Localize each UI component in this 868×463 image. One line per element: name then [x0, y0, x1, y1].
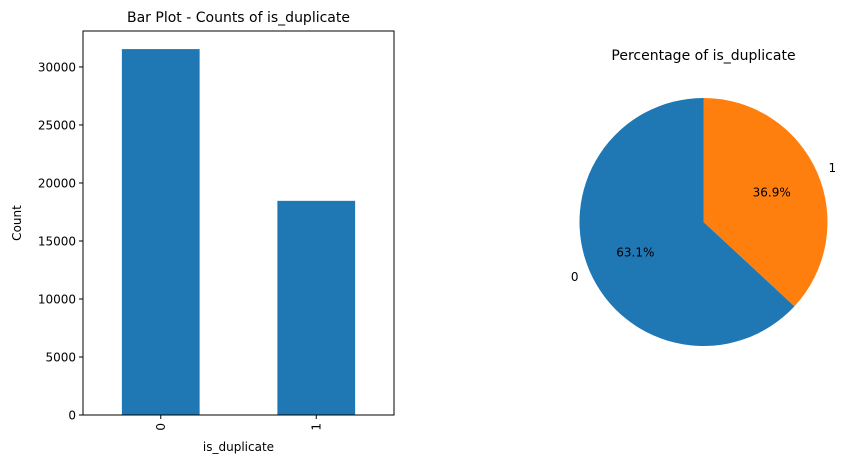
bar-x-tick-label: 0: [154, 423, 168, 431]
pie-slice-1: [703, 98, 828, 307]
pie-labels: 0 63.1% 1 36.9%: [571, 161, 836, 284]
bar-y-axis: 0 5000 10000 15000 20000 25000 30000: [38, 60, 83, 423]
bar-y-tick-label: 5000: [45, 350, 76, 364]
bar-0: [121, 49, 200, 415]
pie-percent-label: 63.1%: [616, 245, 654, 259]
bar-y-axis-label: Count: [10, 205, 24, 241]
bar-y-tick-label: 30000: [38, 60, 76, 74]
pie-chart: Percentage of is_duplicate 0 63.1% 1 36.9%: [571, 48, 836, 347]
bar-y-tick-label: 15000: [38, 234, 76, 248]
pie-percent-label: 36.9%: [753, 186, 791, 200]
bar-x-tick-label: 1: [309, 423, 323, 431]
pie-category-label: 0: [571, 270, 579, 284]
bar-chart-title: Bar Plot - Counts of is_duplicate: [127, 10, 350, 26]
bar-y-tick-label: 20000: [38, 176, 76, 190]
bar-y-tick-label: 0: [68, 409, 76, 423]
bar-series: [121, 49, 356, 415]
bar-plot-frame: [82, 30, 395, 416]
pie-chart-title: Percentage of is_duplicate: [611, 48, 795, 64]
bar-y-tick-label: 25000: [38, 118, 76, 132]
bar-1: [277, 200, 356, 415]
pie-series: [579, 98, 828, 347]
bar-y-tick-label: 10000: [38, 292, 76, 306]
pie-category-label: 1: [829, 161, 837, 175]
bar-x-axis-label: is_duplicate: [203, 440, 274, 454]
bar-chart: Bar Plot - Counts of is_duplicate 0 5000 1…: [10, 10, 395, 454]
pie-slice-0: [579, 98, 795, 347]
